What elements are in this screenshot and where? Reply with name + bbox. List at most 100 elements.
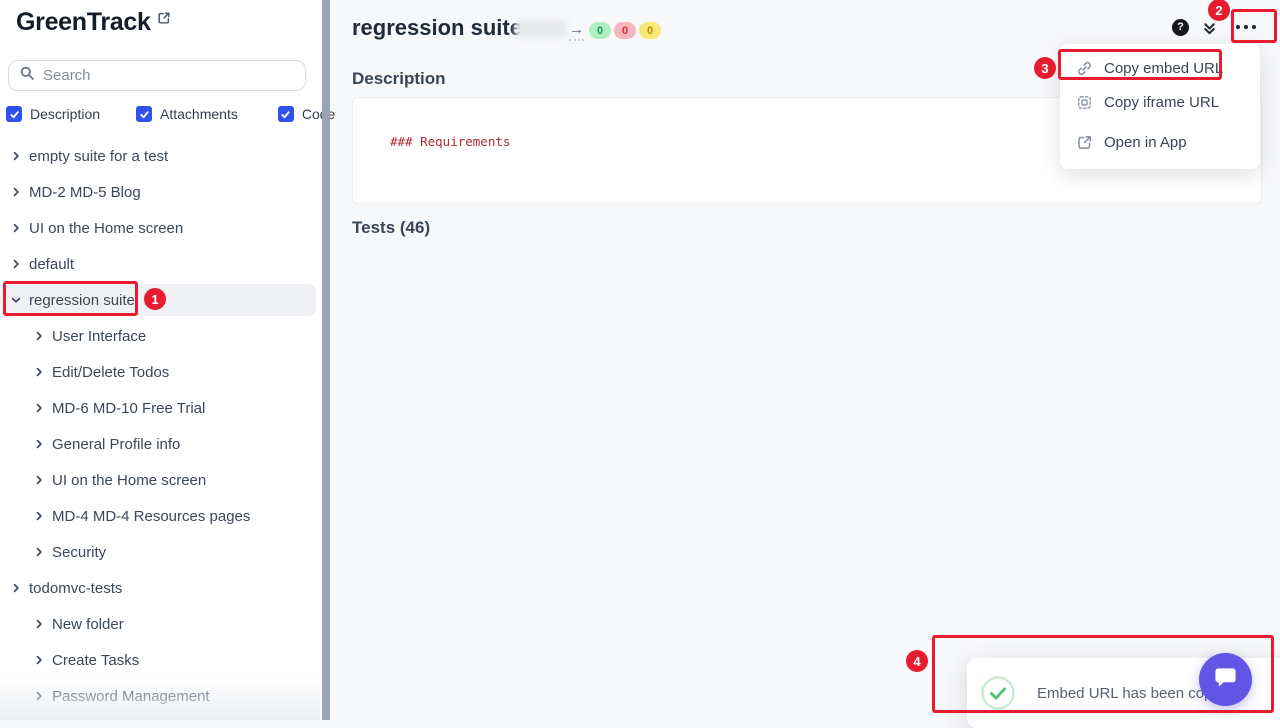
ellipsis-dot xyxy=(1252,25,1256,29)
more-actions-menu: Copy embed URL Copy iframe URL Open in A… xyxy=(1060,44,1260,169)
chevron-right-icon xyxy=(10,582,22,594)
tree-item[interactable]: default xyxy=(0,248,316,280)
iframe-icon xyxy=(1076,94,1093,111)
tree-item-label: Security xyxy=(52,543,107,561)
tree-item[interactable]: Password Management xyxy=(0,680,316,712)
sidebar: GreenTrack Description Attach xyxy=(0,0,335,720)
chevron-right-icon xyxy=(33,510,45,522)
chevron-right-icon xyxy=(33,618,45,630)
description-heading: Description xyxy=(352,69,446,88)
search-icon xyxy=(19,65,35,86)
checkbox-checked-icon[interactable] xyxy=(277,106,294,122)
suite-tree: empty suite for a test MD-2 MD-5 Blog UI… xyxy=(0,140,320,716)
tree-item-label: default xyxy=(29,255,75,273)
annotation-badge-3: 3 xyxy=(1034,57,1056,79)
tree-item[interactable]: Create Tasks xyxy=(0,644,316,676)
tree-item[interactable]: UI on the Home screen xyxy=(0,212,316,244)
annotation-badge-4: 4 xyxy=(906,650,928,672)
tests-heading: Tests (46) xyxy=(352,218,431,237)
tree-item[interactable]: regression suite xyxy=(0,284,316,316)
menu-item-copy-embed-url[interactable]: Copy embed URL xyxy=(1060,51,1260,85)
description-code: ### Requirements xyxy=(390,134,511,149)
ellipsis-dot xyxy=(1244,25,1248,29)
tree-item[interactable]: MD-6 MD-10 Free Trial xyxy=(0,392,316,424)
more-actions-button[interactable] xyxy=(1230,17,1262,37)
chevron-right-icon xyxy=(33,654,45,666)
menu-item-label: Open in App xyxy=(1104,133,1187,151)
toast-message: Embed URL has been copied xyxy=(1037,684,1233,702)
page-title: regression suite xyxy=(352,15,522,40)
app-header: GreenTrack xyxy=(16,8,171,37)
redacted-text-blur xyxy=(515,20,567,38)
chevron-right-icon xyxy=(33,546,45,558)
tree-item-label: New folder xyxy=(52,615,124,633)
tree-item-label: UI on the Home screen xyxy=(29,219,184,237)
dotted-underline xyxy=(569,39,584,41)
tree-item[interactable]: MD-4 MD-4 Resources pages xyxy=(0,500,316,532)
chevron-right-icon xyxy=(10,186,22,198)
filter-checkboxes: Description Attachments Code xyxy=(6,106,335,122)
green-count-badge: 0 xyxy=(589,22,611,39)
menu-item-label: Copy embed URL xyxy=(1104,59,1224,77)
sidebar-scrollbar[interactable] xyxy=(322,0,330,720)
search-box[interactable] xyxy=(8,60,306,91)
filter-label: Attachments xyxy=(160,106,238,122)
tree-item-label: MD-2 MD-5 Blog xyxy=(29,183,141,201)
header-actions: ? xyxy=(1172,17,1262,37)
tree-item-label: MD-4 MD-4 Resources pages xyxy=(52,507,251,525)
chat-widget-button[interactable] xyxy=(1199,653,1252,706)
app-title: GreenTrack xyxy=(16,8,151,36)
ellipsis-dot xyxy=(1236,25,1240,29)
tree-item[interactable]: Security xyxy=(0,536,316,568)
chevron-right-icon xyxy=(33,474,45,486)
chevron-right-icon xyxy=(33,366,45,378)
tree-item[interactable]: New folder xyxy=(0,608,316,640)
chevron-right-icon xyxy=(33,330,45,342)
tree-item-label: empty suite for a test xyxy=(29,147,169,165)
chevron-right-icon xyxy=(33,690,45,702)
tree-item-label: MD-6 MD-10 Free Trial xyxy=(52,399,206,417)
menu-item-copy-iframe-url[interactable]: Copy iframe URL xyxy=(1060,85,1260,119)
tree-item[interactable]: Edit/Delete Todos xyxy=(0,356,316,388)
chevron-right-icon xyxy=(10,222,22,234)
tree-item[interactable]: empty suite for a test xyxy=(0,140,316,172)
filter-label: Code xyxy=(301,106,336,122)
chevron-right-icon xyxy=(10,258,22,270)
search-input[interactable] xyxy=(43,67,295,84)
tree-item[interactable]: User Interface xyxy=(0,320,316,352)
tree-item[interactable]: todomvc-tests xyxy=(0,572,316,604)
tree-item-label: UI on the Home screen xyxy=(52,471,207,489)
tree-item-label: Password Management xyxy=(52,687,210,705)
external-link-icon[interactable] xyxy=(157,11,171,30)
filter-label: Description xyxy=(30,106,101,122)
chevron-right-icon xyxy=(33,402,45,414)
chevron-right-icon xyxy=(33,438,45,450)
tree-item[interactable]: General Profile info xyxy=(0,428,316,460)
menu-item-label: Copy iframe URL xyxy=(1104,93,1220,111)
red-count-badge: 0 xyxy=(614,22,636,39)
help-icon[interactable]: ? xyxy=(1172,18,1189,36)
menu-item-open-in-app[interactable]: Open in App xyxy=(1060,125,1260,159)
tree-item[interactable]: MD-2 MD-5 Blog xyxy=(0,176,316,208)
yellow-count-badge: 0 xyxy=(639,22,661,39)
tree-item-label: User Interface xyxy=(52,327,147,345)
filter-checkbox-item[interactable]: Attachments xyxy=(136,106,238,122)
filter-checkbox-item[interactable]: Description xyxy=(6,106,100,122)
checkbox-checked-icon[interactable] xyxy=(136,106,153,122)
link-icon xyxy=(1076,60,1093,77)
tree-item-label: Create Tasks xyxy=(52,651,140,669)
tree-item-label: General Profile info xyxy=(52,435,181,453)
tree-item-label: Edit/Delete Todos xyxy=(52,363,170,381)
tree-item[interactable]: UI on the Home screen xyxy=(0,464,316,496)
external-link-icon xyxy=(1076,134,1093,151)
checkbox-checked-icon[interactable] xyxy=(6,106,22,122)
chevron-right-icon xyxy=(10,150,22,162)
chat-bubble-icon xyxy=(1212,665,1239,695)
check-circle-icon xyxy=(981,676,1015,710)
chevron-down-icon xyxy=(10,294,22,306)
collapse-all-icon[interactable] xyxy=(1202,20,1217,37)
tree-item-label: todomvc-tests xyxy=(29,579,123,597)
tree-item-label: regression suite xyxy=(29,291,135,309)
arrow-glyph: → xyxy=(569,21,584,38)
